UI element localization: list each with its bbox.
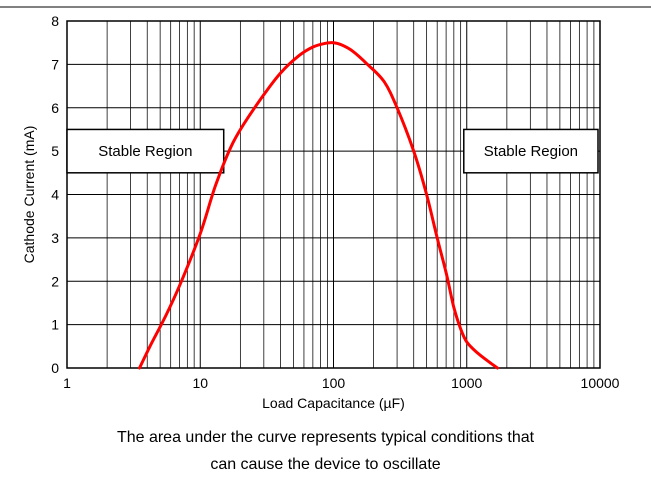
x-tick-label: 10000: [581, 375, 620, 391]
series-group: [138, 41, 499, 370]
stable-region-box: [463, 128, 599, 174]
y-tick-label: 2: [51, 273, 59, 289]
stable-region-label: Stable Region: [484, 143, 578, 160]
y-tick-label: 0: [51, 360, 59, 376]
region-annotations: Stable Region Stable Region: [66, 128, 599, 174]
caption-line-2: can cause the device to oscillate: [210, 456, 441, 473]
y-tick-labels: 0 1 2 3 4 5 6 7 8: [51, 13, 59, 376]
y-tick-label: 1: [51, 317, 59, 333]
y-tick-label: 6: [51, 100, 59, 116]
plot-frame: [66, 20, 601, 369]
x-tick-labels: 1 10 100 1000 10000: [63, 375, 620, 391]
y-axis-label: Cathode Current (mA): [21, 126, 37, 264]
chart: Stable Region Stable Region 1 10 100 1000 100…: [0, 6, 651, 411]
y-tick-label: 7: [51, 56, 59, 72]
x-tick-label: 1: [63, 375, 71, 391]
cathode-current-curve: [138, 41, 499, 370]
y-tick-label: 5: [51, 143, 59, 159]
x-tick-label: 10: [192, 375, 208, 391]
y-tick-label: 3: [51, 230, 59, 246]
y-tick-label: 4: [51, 187, 59, 203]
y-tick-label: 8: [51, 13, 59, 29]
stable-region-box: [66, 128, 225, 174]
x-axis-label: Load Capacitance (µF): [262, 395, 405, 411]
stable-region-label: Stable Region: [98, 143, 192, 160]
caption-line-1: The area under the curve represents typi…: [116, 429, 535, 446]
x-tick-label: 1000: [451, 375, 482, 391]
x-tick-label: 100: [322, 375, 346, 391]
